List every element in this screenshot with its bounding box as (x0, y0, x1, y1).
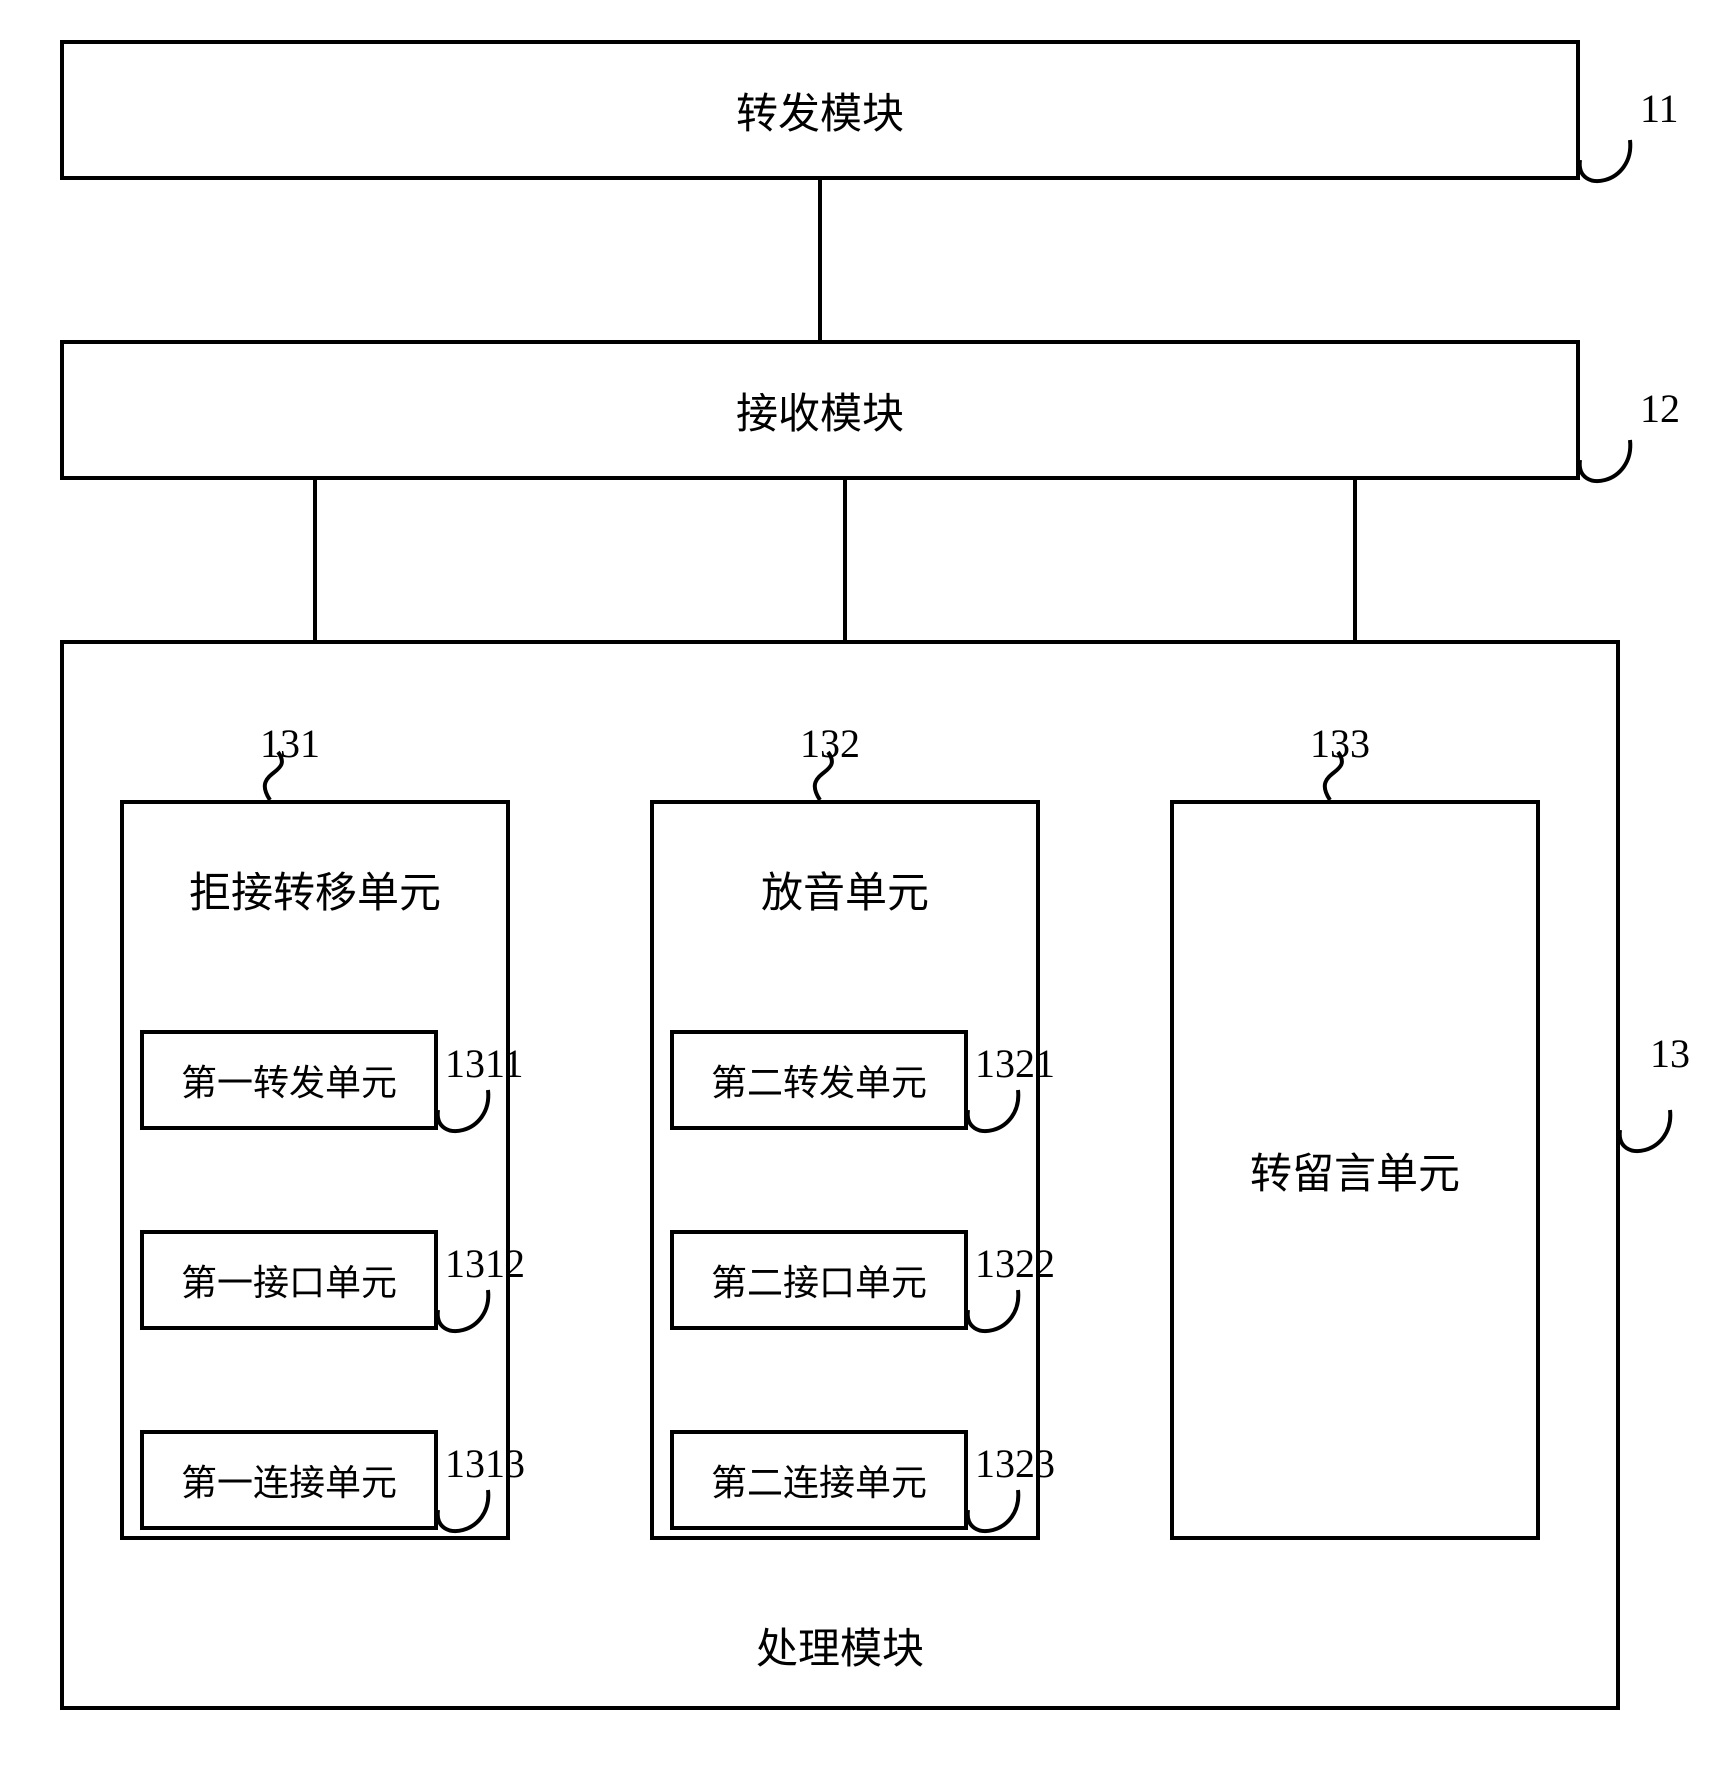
second-connect-subunit-box: 第二连接单元 (670, 1430, 968, 1530)
forward-module-box: 转发模块 (60, 40, 1580, 180)
ref-label-1312: 1312 (445, 1240, 525, 1287)
voicemail-transfer-unit-label: 转留言单元 (1250, 1140, 1460, 1201)
ref-label-131: 131 (260, 720, 320, 767)
ref-label-1313: 1313 (445, 1440, 525, 1487)
reject-transfer-unit-box: 拒接转移单元 (120, 800, 510, 1540)
second-forward-subunit-box: 第二转发单元 (670, 1030, 968, 1130)
ref-label-12: 12 (1640, 385, 1680, 432)
voicemail-transfer-unit-box: 转留言单元 (1170, 800, 1540, 1540)
processing-module-label: 处理模块 (756, 1615, 924, 1676)
second-connect-subunit-label: 第二连接单元 (711, 1454, 927, 1506)
play-tone-unit-box: 放音单元 (650, 800, 1040, 1540)
play-tone-unit-label: 放音单元 (761, 859, 929, 920)
second-forward-subunit-label: 第二转发单元 (711, 1054, 927, 1106)
first-interface-subunit-box: 第一接口单元 (140, 1230, 438, 1330)
reject-transfer-unit-label: 拒接转移单元 (189, 859, 441, 920)
first-connect-subunit-label: 第一连接单元 (181, 1454, 397, 1506)
first-connect-subunit-box: 第一连接单元 (140, 1430, 438, 1530)
ref-label-11: 11 (1640, 85, 1679, 132)
ref-label-132: 132 (800, 720, 860, 767)
receive-module-label: 接收模块 (736, 380, 904, 441)
forward-module-label: 转发模块 (736, 80, 904, 141)
second-interface-subunit-box: 第二接口单元 (670, 1230, 968, 1330)
ref-label-1321: 1321 (975, 1040, 1055, 1087)
second-interface-subunit-label: 第二接口单元 (711, 1254, 927, 1306)
first-forward-subunit-box: 第一转发单元 (140, 1030, 438, 1130)
system-diagram: 转发模块 接收模块 处理模块 拒接转移单元 放音单元 转留言单元 第一转发单元 … (30, 30, 1680, 1750)
receive-module-box: 接收模块 (60, 340, 1580, 480)
ref-label-1311: 1311 (445, 1040, 524, 1087)
ref-label-1322: 1322 (975, 1240, 1055, 1287)
ref-label-1323: 1323 (975, 1440, 1055, 1487)
first-interface-subunit-label: 第一接口单元 (181, 1254, 397, 1306)
ref-label-133: 133 (1310, 720, 1370, 767)
ref-label-13: 13 (1650, 1030, 1690, 1077)
first-forward-subunit-label: 第一转发单元 (181, 1054, 397, 1106)
